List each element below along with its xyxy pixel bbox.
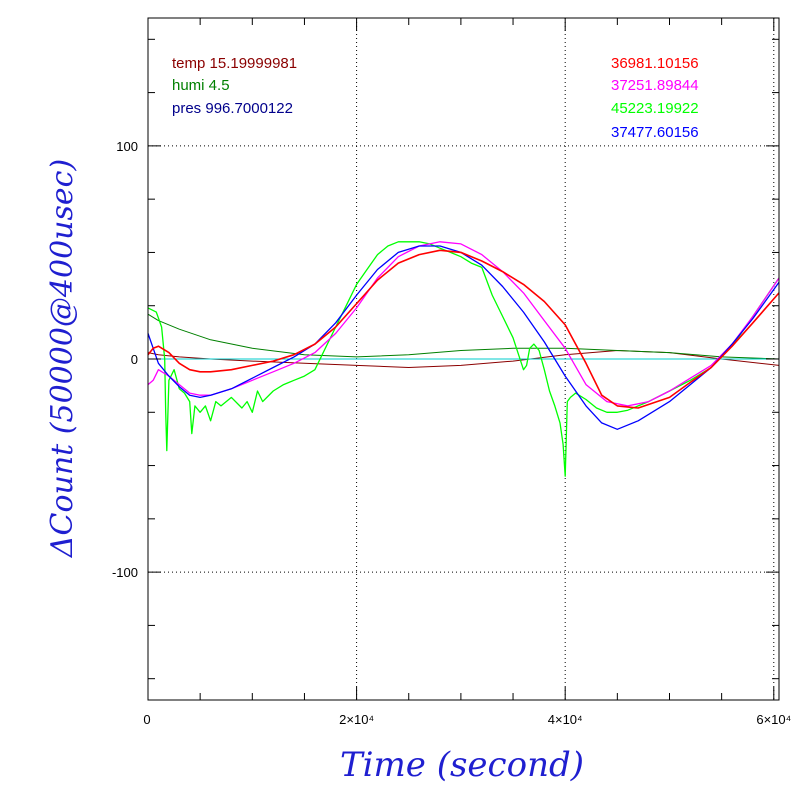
axis-ticks xyxy=(147,18,779,700)
y-axis-title: ΔCount (50000@400usec) xyxy=(45,159,80,558)
data-series xyxy=(147,241,780,477)
x-tick-label: 6×10⁴ xyxy=(756,712,791,727)
legend-left: temp 15.19999981 humi 4.5 pres 996.70001… xyxy=(172,55,297,117)
series-line-4 xyxy=(147,241,780,407)
legend-value-green: 45223.19922 xyxy=(611,100,699,117)
legend-pres: pres 996.7000122 xyxy=(172,100,293,117)
series-line-6 xyxy=(147,249,780,409)
series-line-3 xyxy=(147,241,780,477)
x-tick-label: 0 xyxy=(143,712,150,727)
legend-right: 36981.10156 37251.89844 45223.19922 3747… xyxy=(611,55,699,141)
y-tick-label: 100 xyxy=(116,139,138,154)
x-axis-title: Time (second) xyxy=(340,745,584,785)
tick-labels: 0 2×10⁴ 4×10⁴ 6×10⁴ 100 0 -100 xyxy=(112,139,791,727)
series-line-5 xyxy=(147,245,780,430)
y-tick-label: -100 xyxy=(112,565,138,580)
legend-temp: temp 15.19999981 xyxy=(172,55,297,72)
series-line-1 xyxy=(147,313,780,360)
legend-value-blue: 37477.60156 xyxy=(611,124,699,141)
x-tick-label: 4×10⁴ xyxy=(548,712,583,727)
x-tick-label: 2×10⁴ xyxy=(339,712,374,727)
y-tick-label: 0 xyxy=(131,352,138,367)
legend-humi: humi 4.5 xyxy=(172,77,230,94)
legend-value-red: 36981.10156 xyxy=(611,55,699,72)
legend-value-magenta: 37251.89844 xyxy=(611,77,699,94)
